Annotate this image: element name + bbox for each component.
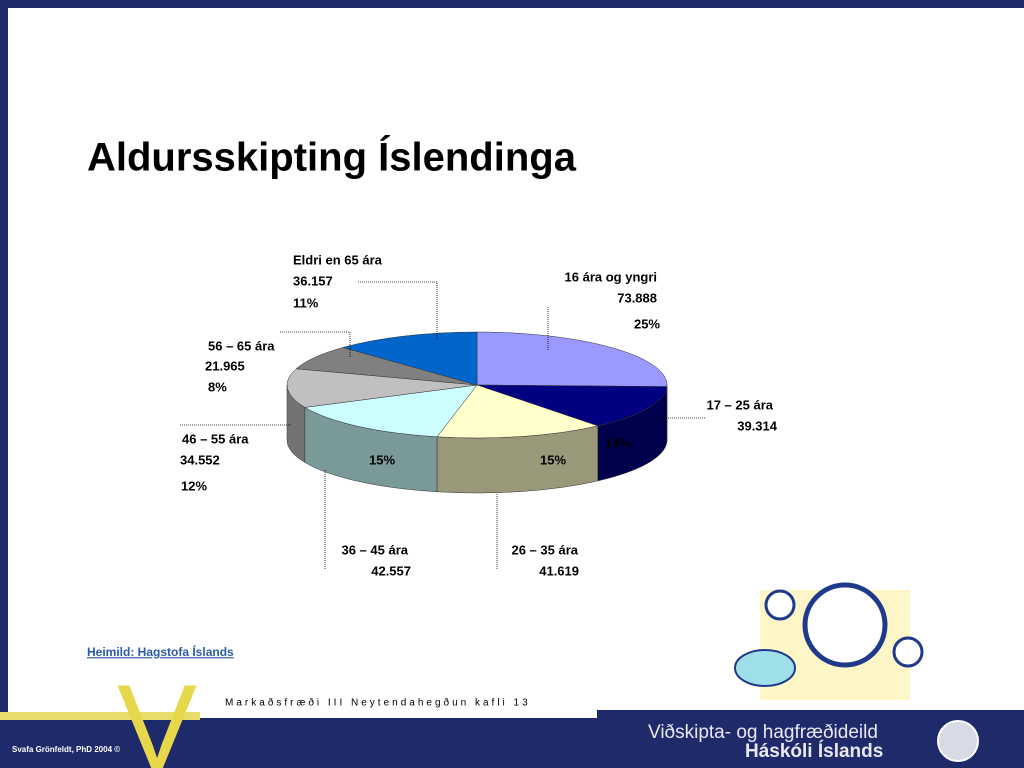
footer-accent — [0, 712, 200, 720]
slice — [342, 331, 478, 386]
slice — [476, 331, 668, 387]
value-label: 42.557 — [371, 563, 411, 578]
footer-block — [597, 710, 1024, 720]
course: Markaðsfræði III Neytendahegðun kafli 13 — [225, 697, 531, 709]
value-label: 41.619 — [539, 563, 579, 578]
category-label: 26 – 35 ára — [511, 542, 578, 557]
source-link[interactable]: Heimild: Hagstofa Íslands — [87, 644, 234, 659]
clock — [802, 582, 888, 668]
top-bar — [0, 0, 1024, 8]
clock — [764, 589, 796, 621]
left-bar — [0, 0, 8, 720]
clipart — [734, 582, 924, 700]
percent-label: 15% — [540, 452, 566, 467]
category-label: 36 – 45 ára — [341, 542, 408, 557]
percent-label: 15% — [369, 452, 395, 467]
category-label: 46 – 55 ára — [182, 431, 249, 446]
slice — [476, 384, 668, 427]
leader-line — [358, 281, 438, 340]
leader-line — [280, 331, 351, 358]
value-label: 21.965 — [205, 358, 245, 373]
value-label: 36.157 — [293, 273, 333, 288]
category-label: 56 – 65 ára — [208, 338, 275, 353]
department: Viðskipta- og hagfræðideild — [648, 722, 878, 743]
figure — [734, 649, 796, 687]
logo-v: V — [117, 660, 197, 768]
percent-label: 14% — [605, 435, 631, 450]
category-label: 16 ára og yngri — [565, 269, 657, 284]
university: Háskóli Íslands — [745, 740, 883, 762]
slice — [304, 384, 478, 438]
value-label: 73.888 — [617, 290, 657, 305]
percent-label: 11% — [293, 295, 319, 310]
slice — [286, 368, 478, 408]
value-label: 34.552 — [180, 452, 220, 467]
author: Svafa Grönfeldt, PhD 2004 © — [12, 745, 120, 754]
university-seal — [937, 720, 979, 762]
slice — [436, 384, 599, 439]
slide-title: Aldursskipting Íslendinga — [87, 135, 577, 180]
percent-label: 25% — [634, 316, 660, 331]
value-label: 39.314 — [737, 418, 778, 433]
footer-bar — [0, 718, 1024, 768]
pie-sides — [286, 384, 668, 494]
percent-label: 12% — [181, 478, 207, 493]
category-label: Eldri en 65 ára — [293, 252, 383, 267]
clock — [892, 636, 924, 668]
percent-label: 8% — [208, 379, 227, 394]
category-label: 17 – 25 ára — [706, 397, 773, 412]
